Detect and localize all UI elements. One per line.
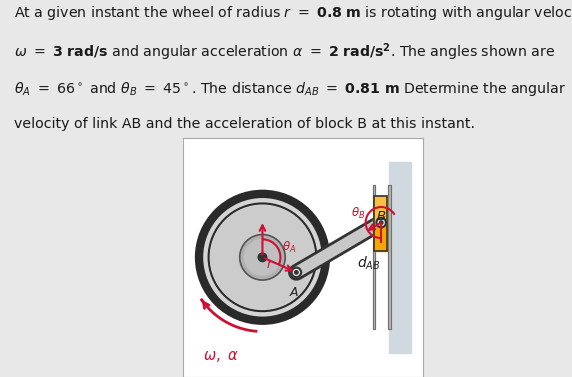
Bar [374, 196, 387, 224]
Text: $B$: $B$ [376, 210, 387, 223]
Bar [374, 196, 387, 251]
Text: $\omega\ =\ \mathbf{3\ \mathbf{rad/s}}$ and angular acceleration $\alpha\ =\ \ma: $\omega\ =\ \mathbf{3\ \mathbf{rad/s}}$ … [14, 42, 555, 63]
Text: $\omega,\ \alpha$: $\omega,\ \alpha$ [202, 349, 239, 364]
Circle shape [376, 218, 386, 227]
Text: $A$: $A$ [289, 285, 299, 299]
Text: velocity of link AB and the acceleration of block B at this instant.: velocity of link AB and the acceleration… [14, 117, 475, 131]
Circle shape [258, 253, 267, 262]
Bar [390, 161, 411, 353]
Text: $\theta_B$: $\theta_B$ [351, 205, 366, 221]
Bar [388, 185, 391, 329]
Text: $\theta_A$: $\theta_A$ [281, 240, 296, 255]
Circle shape [380, 221, 383, 224]
Bar [372, 185, 375, 329]
Circle shape [240, 234, 285, 280]
Text: At a given instant the wheel of radius $r\ =\ $$\mathbf{0.8\ m}$ is rotating wit: At a given instant the wheel of radius $… [14, 4, 572, 22]
Bar [372, 185, 375, 329]
Text: $d_{AB}$: $d_{AB}$ [357, 254, 380, 272]
Text: $r$: $r$ [267, 258, 274, 271]
Circle shape [295, 271, 298, 274]
Text: $\theta_A\ =\ 66^\circ$ and $\theta_B\ =\ 45^\circ$. The distance $d_{AB}\ =\ \m: $\theta_A\ =\ 66^\circ$ and $\theta_B\ =… [14, 80, 566, 98]
Circle shape [211, 206, 314, 309]
Bar [388, 185, 391, 329]
Bar [374, 196, 387, 251]
Circle shape [244, 239, 280, 275]
Circle shape [292, 268, 301, 277]
Circle shape [199, 194, 326, 321]
